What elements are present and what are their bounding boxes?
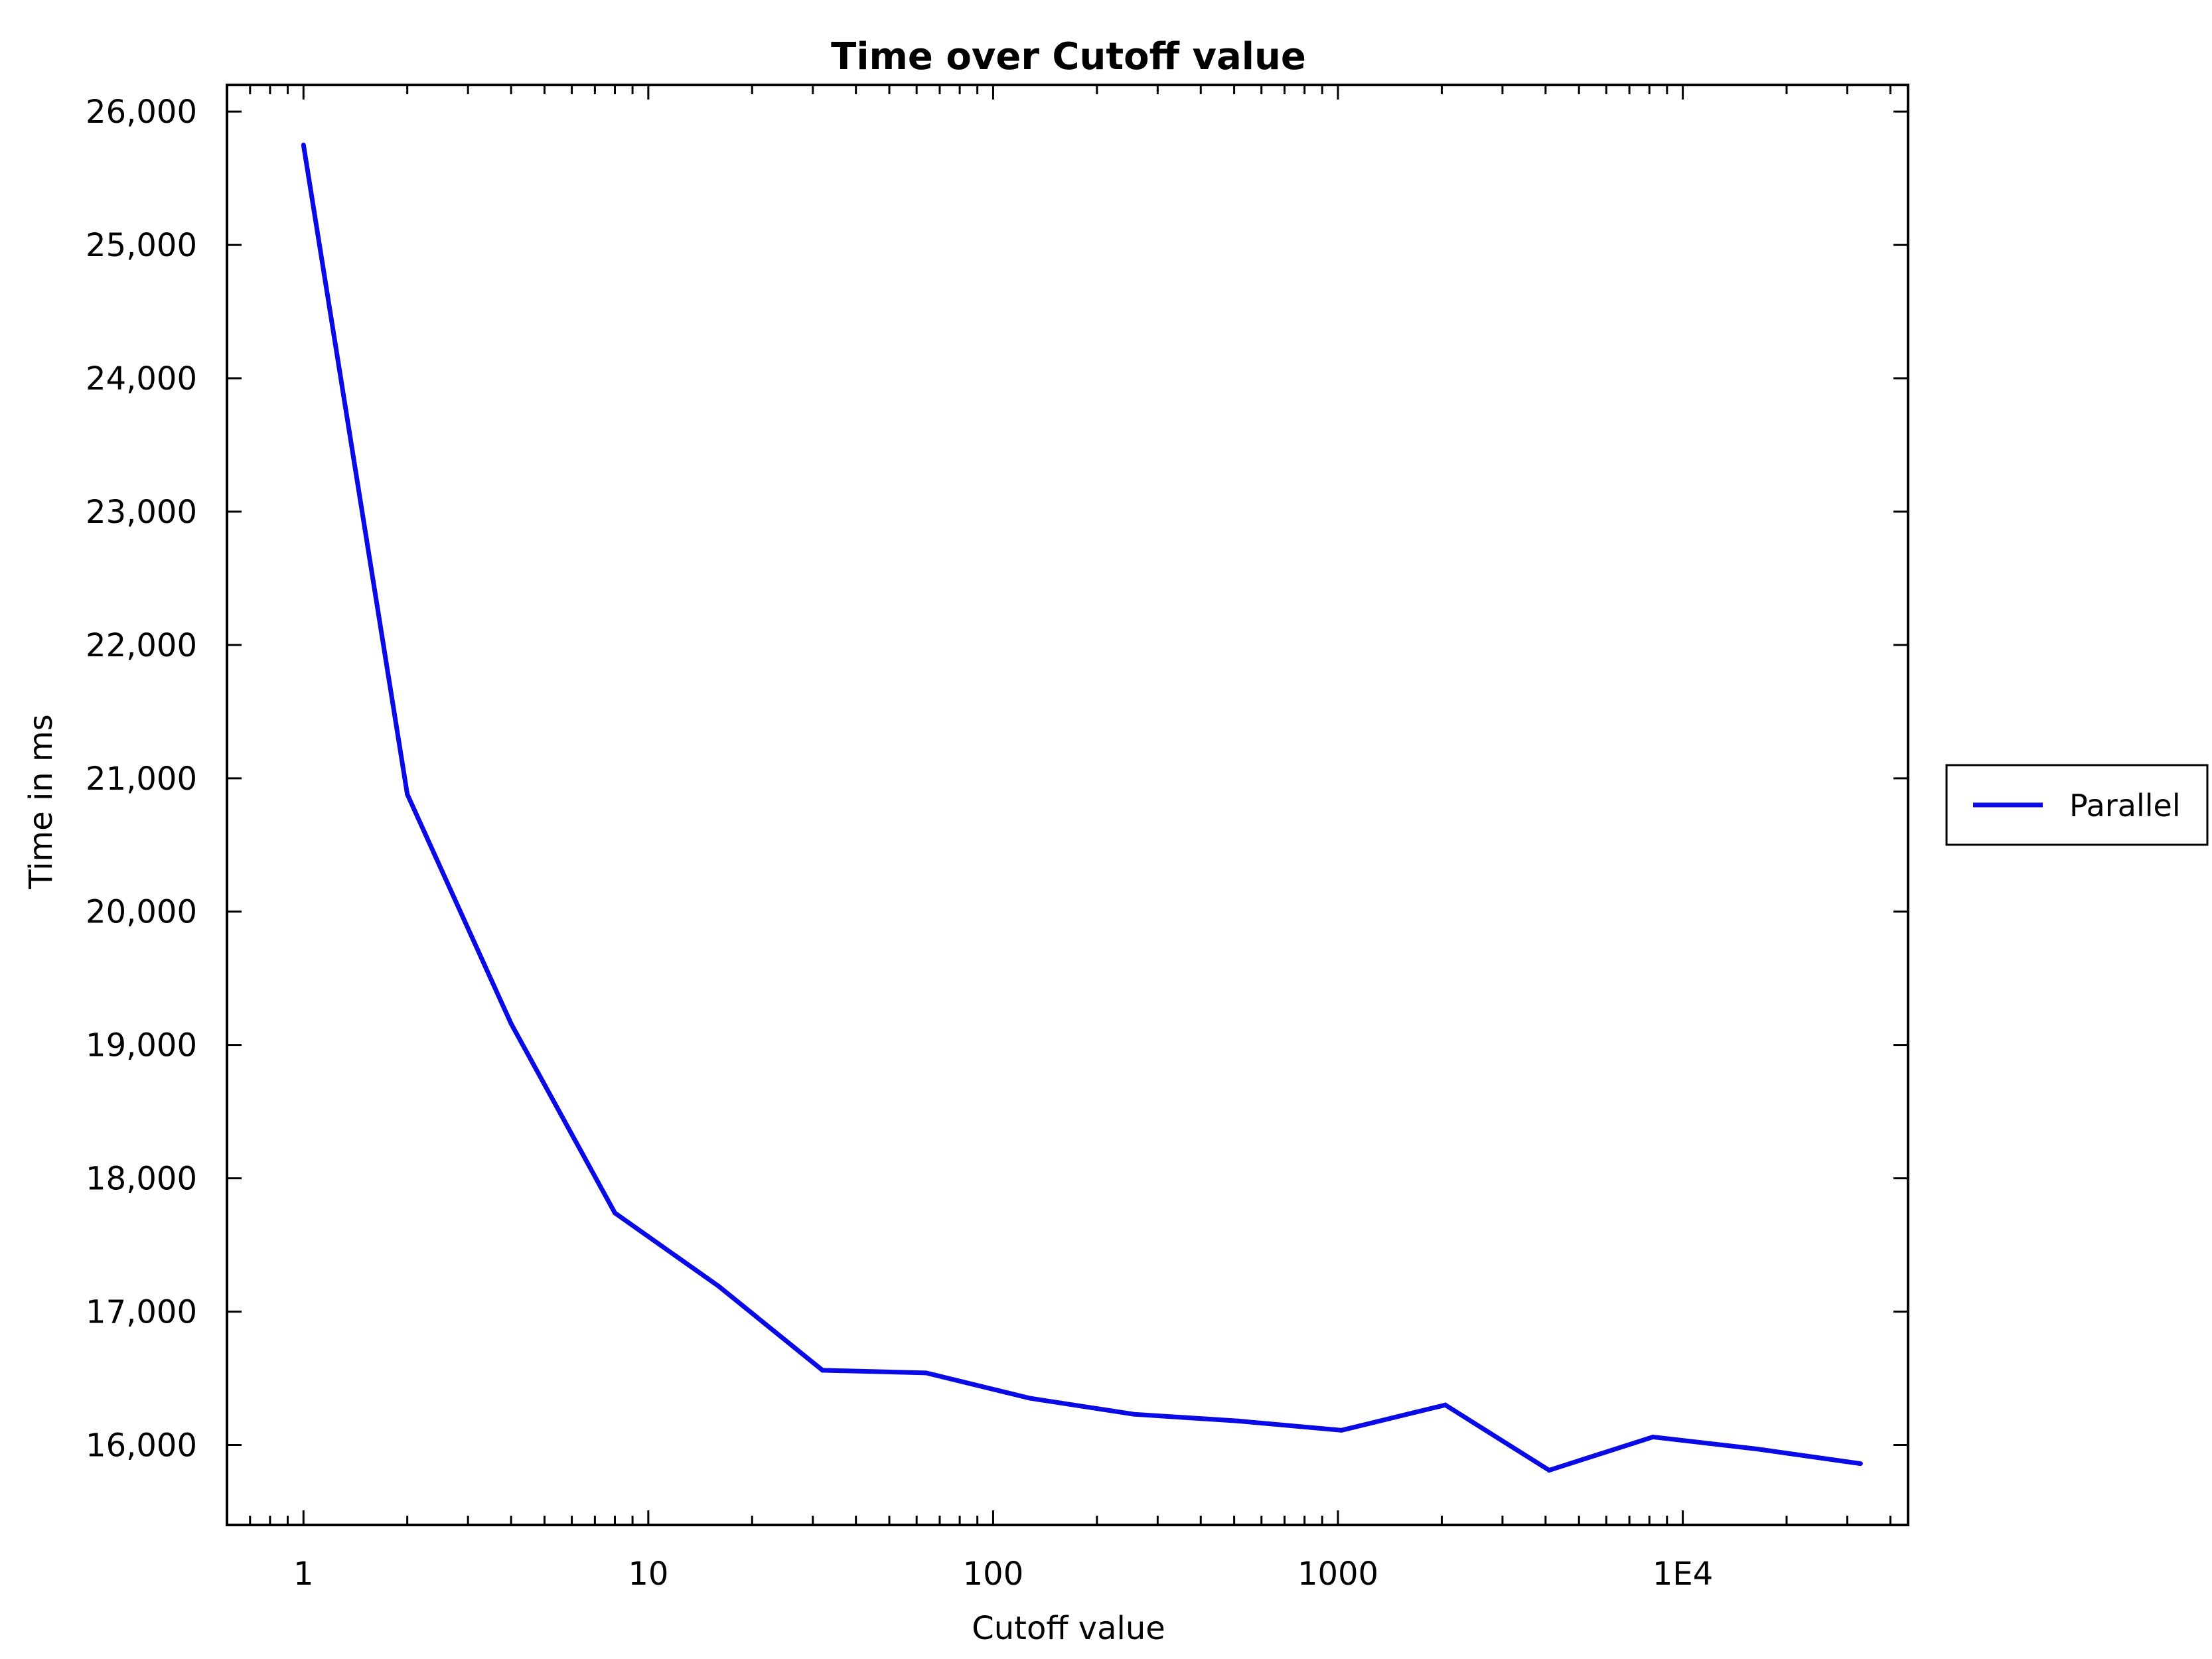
series-line-parallel — [301, 144, 1861, 1473]
data-point — [405, 792, 410, 797]
data-point — [1132, 1411, 1137, 1417]
data-point — [301, 142, 306, 147]
x-tick-label: 1000 — [1297, 1555, 1378, 1593]
legend: Parallel — [1945, 764, 2209, 846]
plot-area — [226, 84, 1909, 1526]
x-tick-label: 10 — [628, 1555, 668, 1593]
y-axis-label: Time in ms — [23, 714, 60, 890]
y-tick-label: 19,000 — [86, 1027, 197, 1064]
x-tick-label: 1E4 — [1653, 1555, 1713, 1593]
y-tick-label: 16,000 — [86, 1427, 197, 1464]
data-point — [924, 1370, 929, 1376]
data-point — [1754, 1446, 1759, 1451]
y-tick-label: 21,000 — [86, 760, 197, 798]
data-point — [1651, 1434, 1656, 1439]
y-tick-label: 20,000 — [86, 894, 197, 931]
y-tick-label: 23,000 — [86, 494, 197, 531]
y-tick-label: 26,000 — [86, 94, 197, 131]
y-tick-label: 22,000 — [86, 627, 197, 664]
y-tick-label: 18,000 — [86, 1161, 197, 1198]
data-point — [1443, 1402, 1448, 1407]
x-tick-label: 100 — [963, 1555, 1024, 1593]
x-axis: 1 10 100 1000 1E4 — [226, 85, 1891, 1593]
data-point — [1546, 1468, 1552, 1473]
x-axis-label: Cutoff value — [972, 1610, 1165, 1647]
series-layer — [301, 142, 1863, 1473]
data-point — [1339, 1427, 1344, 1433]
y-tick-label: 25,000 — [86, 227, 197, 264]
y-axis: 16,000 17,000 18,000 19,000 20,000 21,000 22,0… — [86, 94, 1908, 1464]
y-tick-label: 24,000 — [86, 360, 197, 397]
data-point — [1027, 1396, 1033, 1401]
data-point — [716, 1283, 721, 1289]
legend-label: Parallel — [2069, 788, 2181, 824]
data-point — [820, 1368, 825, 1373]
data-point — [1858, 1461, 1863, 1467]
data-point — [1235, 1418, 1240, 1423]
data-point — [612, 1210, 617, 1216]
chart-title: Time over Cutoff value — [831, 35, 1306, 78]
data-point — [508, 1021, 514, 1027]
x-tick-label: 1 — [293, 1555, 314, 1593]
y-tick-label: 17,000 — [86, 1294, 197, 1331]
